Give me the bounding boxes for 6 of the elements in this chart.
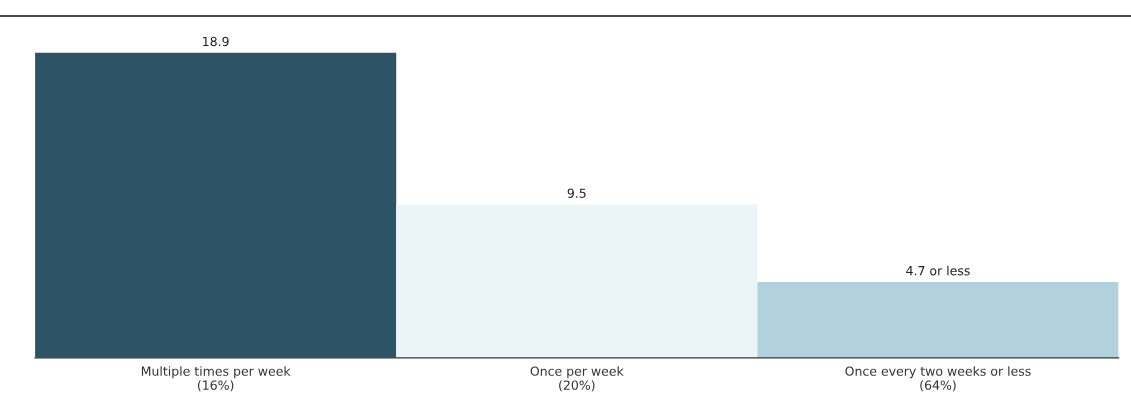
data-label: 9.5 <box>567 188 586 198</box>
x-tick-label: Multiple times per week (16%) <box>141 366 291 392</box>
data-label: 4.7 or less <box>906 265 970 276</box>
data-label: 18.9 <box>203 36 229 47</box>
x-tick-label: Once per week (20%) <box>530 366 624 392</box>
x-tick-label: Once every two weeks or less (64%) <box>845 366 1031 392</box>
